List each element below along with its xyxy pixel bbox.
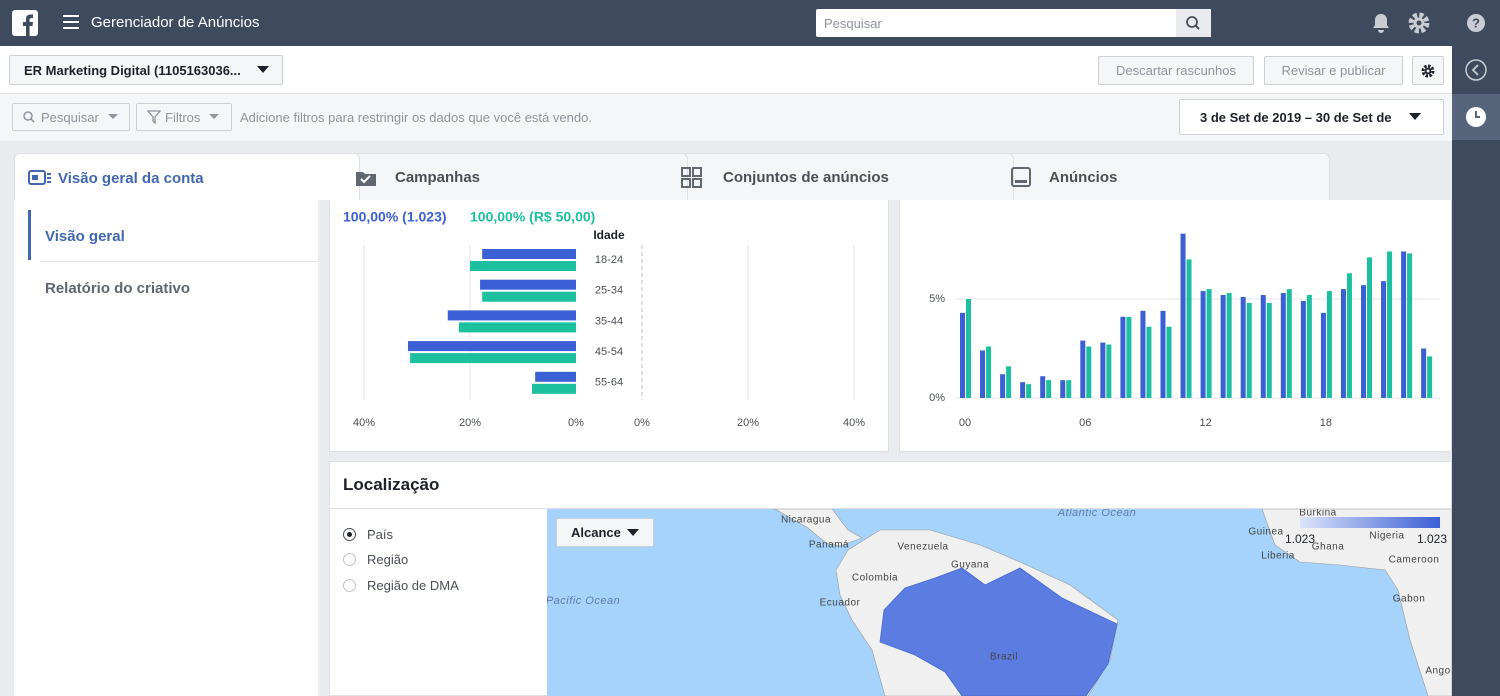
map-label: Ango (1425, 666, 1450, 677)
map-label: Nigeria (1369, 531, 1404, 542)
notifications-icon[interactable] (1370, 12, 1392, 34)
filter-icon (147, 110, 161, 124)
filter-hint: Adicione filtros para restringir os dado… (240, 110, 592, 125)
radio-selected[interactable] (343, 528, 356, 541)
radio[interactable] (343, 553, 356, 566)
land (774, 509, 863, 547)
map-label: Ecuador (820, 598, 861, 609)
search-button[interactable] (1176, 9, 1211, 37)
radio-label[interactable]: Região de DMA (367, 578, 459, 593)
history-icon[interactable] (1465, 106, 1487, 128)
date-picker[interactable] (1179, 99, 1444, 135)
search-filter-icons (23, 111, 35, 123)
caret (209, 114, 219, 119)
settings-icon[interactable] (1407, 11, 1431, 35)
search-input[interactable]: Pesquisar (816, 9, 1176, 37)
map-label: Colombia (852, 573, 898, 584)
tab-icon (1011, 167, 1031, 187)
map-label: Venezuela (897, 542, 948, 553)
account-name: ER Marketing Digital (1105163036... (24, 63, 241, 78)
metric-label: Alcance (571, 525, 621, 540)
tab[interactable]: Anúncios (1004, 153, 1330, 201)
caret (108, 114, 118, 119)
svg-text:?: ? (1472, 15, 1480, 30)
facebook-logo[interactable] (12, 10, 38, 36)
legend-min: 1.023 (1285, 532, 1315, 546)
discard-button[interactable]: Descartar rascunhos (1098, 56, 1254, 85)
caret (627, 529, 639, 536)
tab-active[interactable]: Visão geral da conta (14, 153, 360, 202)
legend-gradient (1300, 517, 1440, 528)
active-indicator (28, 210, 31, 260)
metric-selector[interactable]: Alcance (556, 518, 654, 547)
map-label: Atlantic Ocean (1057, 509, 1137, 519)
age-panel (329, 200, 889, 452)
dropdown-caret (257, 66, 269, 73)
account-settings[interactable] (1412, 56, 1444, 85)
map-label: Nicaragua (781, 515, 831, 526)
tab-icon (356, 172, 376, 186)
menu-icon[interactable] (63, 15, 79, 29)
radio-label[interactable]: Região (367, 552, 409, 567)
country-filled[interactable] (879, 567, 1118, 696)
map-label: Panamá (809, 540, 849, 551)
date-range: 3 de Set de 2019 – 30 de Set de (1200, 110, 1392, 125)
map-label: Pacific Ocean (547, 595, 620, 607)
sidebar-item[interactable]: Relatório do criativo (45, 280, 191, 297)
map-label: Guinea (1248, 527, 1283, 538)
map-label: Cameroon (1389, 555, 1440, 566)
radio[interactable] (343, 579, 356, 592)
hour-panel (899, 200, 1452, 452)
tab[interactable]: Conjuntos de anúncios (678, 153, 1014, 201)
map-label: Ghana (1312, 542, 1345, 553)
legend-max: 1.023 (1417, 532, 1447, 546)
map-label: Guyana (951, 560, 989, 571)
map-label: Liberia (1261, 551, 1295, 562)
app-title: Gerenciador de Anúncios (91, 14, 260, 31)
divider (40, 261, 317, 262)
publish-button[interactable]: Revisar e publicar (1264, 56, 1403, 85)
collapse-icon[interactable] (1464, 58, 1488, 82)
caret (1409, 113, 1421, 120)
tab[interactable]: Campanhas (350, 153, 688, 201)
radio-label[interactable]: País (367, 527, 394, 542)
map-label: Brazil (990, 652, 1018, 663)
tab-icon (681, 167, 702, 188)
map-label: Burkina (1299, 509, 1336, 519)
divider (330, 508, 1452, 509)
top-bar (0, 0, 1500, 46)
account-selector[interactable]: ER Marketing Digital (1105163036... (9, 55, 283, 85)
gutter (0, 200, 14, 640)
help-icon[interactable]: ? (1466, 13, 1486, 33)
land (1261, 509, 1452, 696)
location-title: Localização (343, 475, 440, 494)
right-rail (1452, 46, 1500, 696)
map-label: Gabon (1393, 594, 1426, 605)
tab-icon (28, 170, 51, 185)
sidebar-item[interactable]: Visão geral (45, 228, 125, 245)
